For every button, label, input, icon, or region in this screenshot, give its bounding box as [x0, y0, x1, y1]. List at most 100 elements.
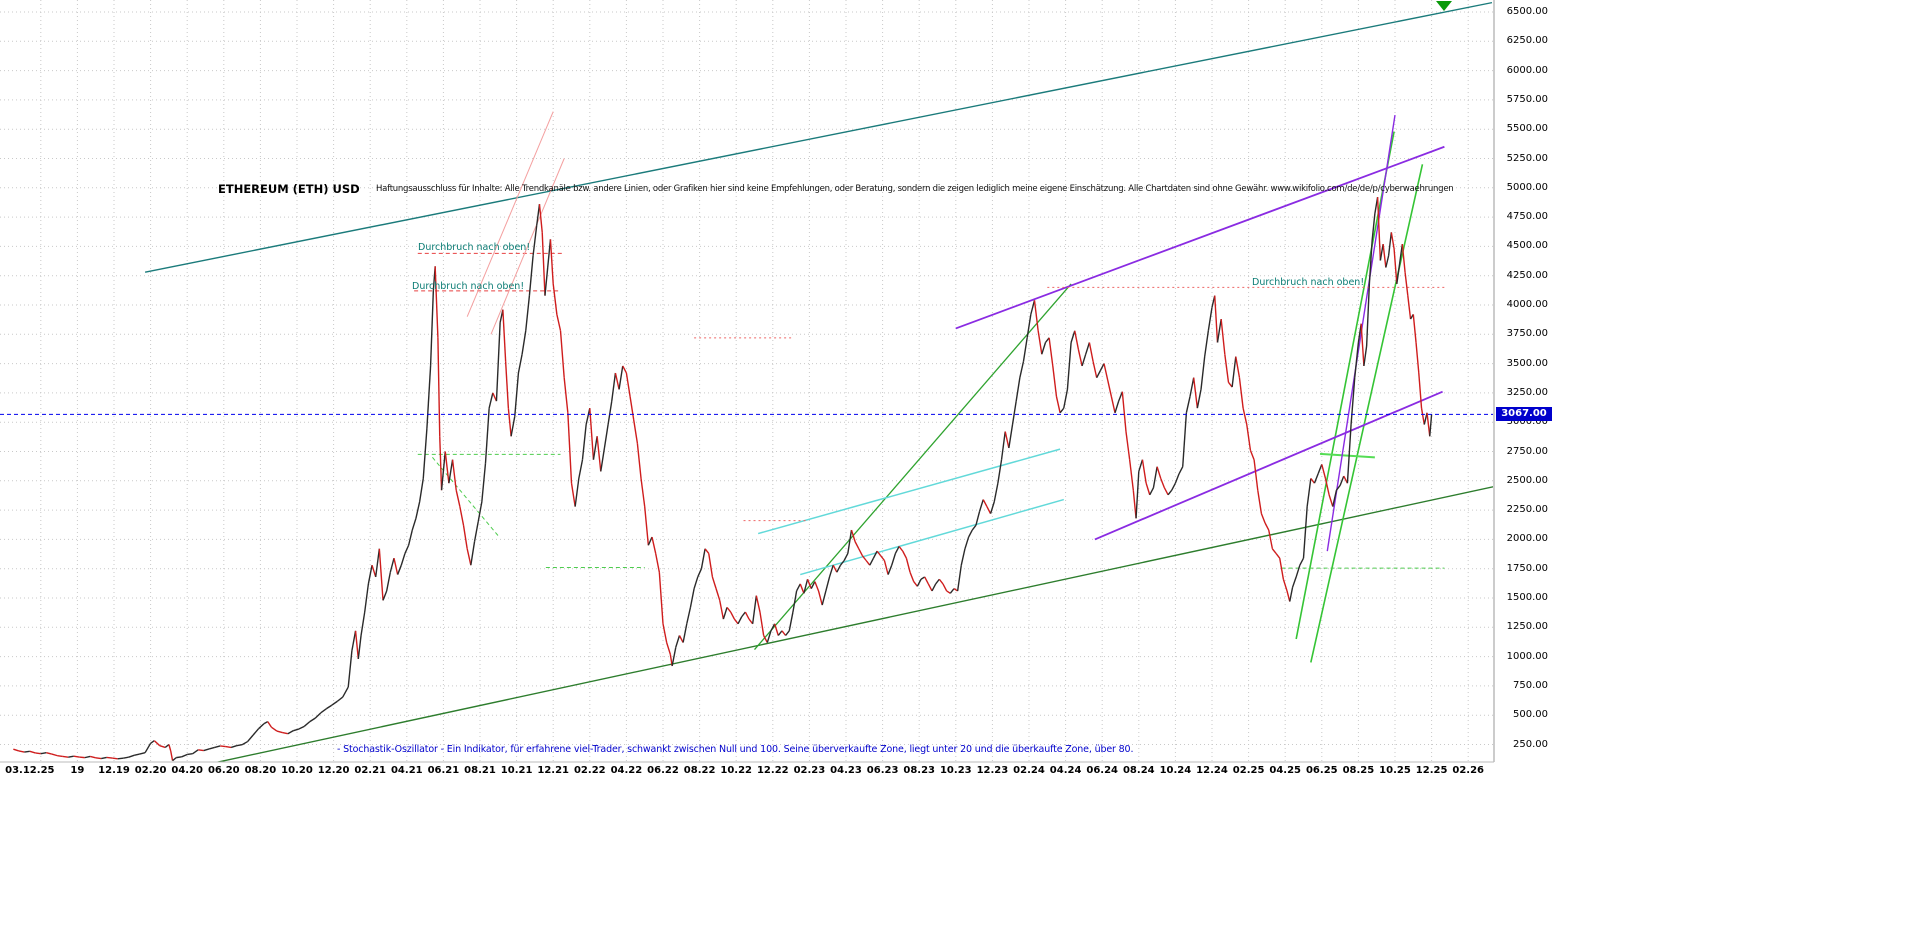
- price-segment: [1138, 459, 1144, 472]
- x-axis-label: 19: [70, 765, 85, 776]
- price-segment: [24, 750, 30, 753]
- price-segment: [1220, 318, 1226, 355]
- price-segment: [176, 756, 182, 759]
- price-segment: [1289, 587, 1294, 602]
- price-segment: [806, 578, 812, 589]
- price-segment: [164, 743, 170, 748]
- price-segment: [821, 590, 827, 606]
- price-segment: [1066, 342, 1072, 390]
- price-segment: [1279, 558, 1285, 580]
- price-segment: [916, 578, 922, 587]
- price-segment: [1235, 356, 1241, 378]
- price-segment: [448, 459, 454, 484]
- price-segment: [153, 740, 161, 747]
- price-segment: [1041, 342, 1047, 355]
- price-segment: [799, 583, 805, 594]
- price-segment: [633, 419, 639, 444]
- price-segment: [444, 451, 450, 484]
- price-segment: [172, 757, 177, 762]
- y-axis-label: 5750.00: [1506, 93, 1548, 105]
- price-segment: [629, 396, 635, 420]
- price-segment: [1382, 243, 1387, 268]
- price-segment: [198, 749, 204, 752]
- price-segment: [35, 752, 41, 755]
- x-axis-label: 08.23: [903, 765, 936, 776]
- price-segment: [876, 550, 882, 557]
- price-segment: [651, 536, 657, 554]
- price-segment: [514, 372, 520, 417]
- price-segment: [1033, 300, 1039, 331]
- price-segment: [488, 392, 494, 409]
- price-segment: [470, 541, 476, 566]
- price-segment: [1412, 314, 1417, 343]
- price-segment: [920, 576, 926, 580]
- price-segment: [847, 529, 853, 554]
- price-segment: [1132, 490, 1137, 519]
- price-segment: [1077, 349, 1083, 367]
- y-axis-label: 1500.00: [1506, 592, 1548, 603]
- price-segment: [378, 548, 384, 601]
- pink-diagonal-1: [466, 111, 554, 317]
- x-axis-label: 06.21: [427, 765, 460, 776]
- price-segment: [1418, 372, 1423, 409]
- price-segment: [347, 650, 353, 688]
- price-segment: [1167, 489, 1173, 496]
- price-segment: [1088, 342, 1094, 362]
- x-axis-label: 06.24: [1086, 765, 1119, 776]
- price-segment: [607, 400, 613, 425]
- price-segment: [665, 642, 671, 655]
- price-segment: [73, 755, 80, 758]
- price-segment: [788, 611, 794, 631]
- price-segment: [57, 754, 63, 758]
- price-segment: [1306, 478, 1312, 507]
- price-segment: [850, 529, 856, 542]
- price-segment: [168, 744, 172, 752]
- price-segment: [547, 239, 552, 268]
- price-segment: [1332, 490, 1338, 507]
- price-segment: [1264, 522, 1270, 531]
- price-segment: [894, 546, 900, 554]
- price-segment: [407, 529, 413, 546]
- price-segment: [325, 704, 333, 710]
- price-segment: [426, 365, 432, 429]
- plot-area: [0, 0, 1493, 762]
- price-segment: [924, 576, 929, 585]
- price-segment: [592, 436, 598, 460]
- price-segment: [1365, 283, 1371, 347]
- price-segment: [759, 611, 765, 636]
- top-marker-triangle-icon: [1436, 1, 1452, 11]
- price-segment: [1174, 473, 1180, 484]
- price-segment: [258, 723, 265, 730]
- price-segment: [1253, 459, 1259, 491]
- price-segment: [1346, 424, 1352, 484]
- price-segment: [1396, 263, 1401, 284]
- price-segment: [869, 557, 875, 566]
- x-axis-label: 04.20: [171, 765, 204, 776]
- price-segment: [225, 745, 232, 749]
- price-segment: [733, 618, 739, 625]
- price-segment: [466, 548, 472, 566]
- y-axis-label: 1250.00: [1506, 621, 1548, 633]
- green-support-long: [214, 486, 1493, 762]
- price-segment: [858, 548, 864, 557]
- price-segment: [611, 372, 617, 402]
- price-segment: [1310, 478, 1316, 484]
- price-segment: [298, 725, 305, 730]
- price-segment: [1282, 579, 1288, 592]
- price-segment: [455, 490, 461, 507]
- stochastic-indicator-note: - Stochastik-Oszillator - Ein Indikator,…: [337, 744, 1134, 755]
- price-segment: [1420, 408, 1425, 425]
- price-segment: [803, 579, 809, 594]
- x-axis-label: 10.25: [1379, 765, 1411, 776]
- price-segment: [997, 459, 1003, 484]
- y-axis-label: 4500.00: [1506, 240, 1548, 252]
- price-segment: [1022, 337, 1028, 362]
- price-segment: [187, 752, 193, 756]
- x-axis-label: 06.22: [647, 765, 679, 776]
- y-axis-label: 2500.00: [1506, 474, 1548, 486]
- price-segment: [434, 266, 439, 338]
- price-segment: [956, 565, 962, 592]
- price-segment: [708, 553, 714, 578]
- price-segment: [1055, 396, 1061, 413]
